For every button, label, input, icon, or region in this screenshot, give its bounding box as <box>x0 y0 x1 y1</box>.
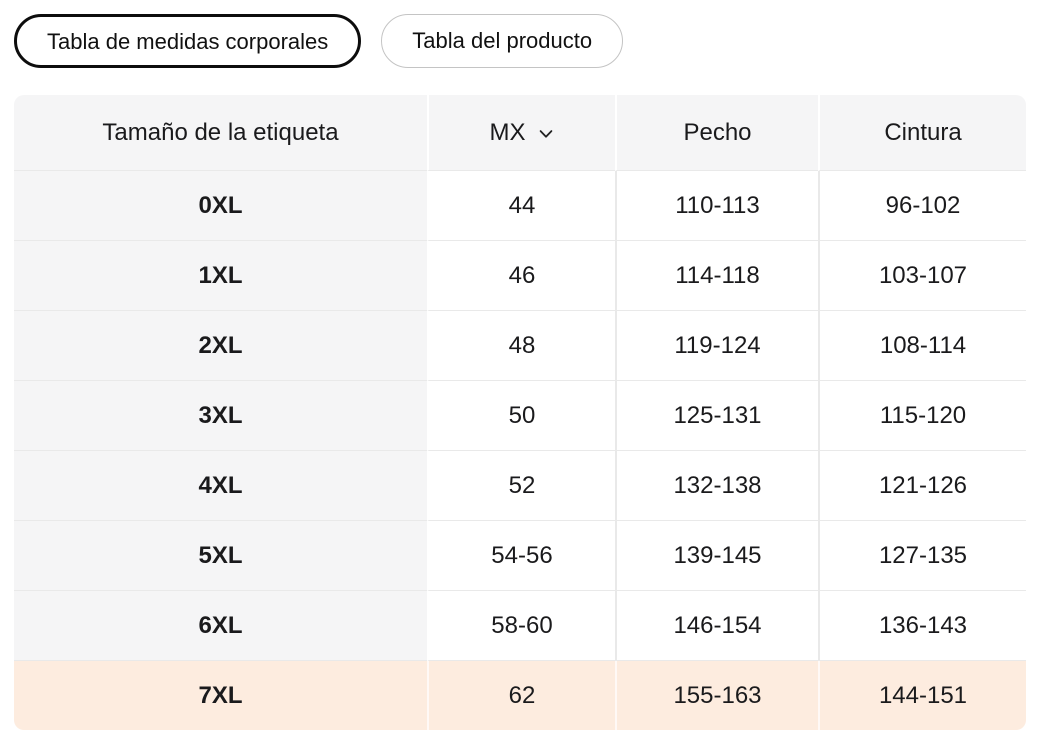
table-body: 0XL 44 110-113 96-102 1XL 46 114-118 103… <box>14 171 1026 730</box>
tab-body-measurements[interactable]: Tabla de medidas corporales <box>14 14 362 68</box>
mx-value-cell: 62 <box>427 661 615 730</box>
mx-value-cell: 54-56 <box>427 521 615 591</box>
size-table: Tamaño de la etiqueta MX Pecho Cintura 0… <box>14 95 1026 730</box>
col-header-size-label: Tamaño de la etiqueta <box>14 95 427 171</box>
table-row[interactable]: 6XL 58-60 146-154 136-143 <box>14 591 1026 661</box>
cintura-value-cell: 144-151 <box>818 661 1026 730</box>
mx-value-cell: 44 <box>427 171 615 241</box>
header-row: Tamaño de la etiqueta MX Pecho Cintura <box>14 95 1026 171</box>
size-label-cell: 2XL <box>14 311 427 381</box>
size-label-cell: 3XL <box>14 381 427 451</box>
size-label-cell: 5XL <box>14 521 427 591</box>
pecho-value-cell: 132-138 <box>615 451 818 521</box>
cintura-value-cell: 96-102 <box>818 171 1026 241</box>
table-row[interactable]: 5XL 54-56 139-145 127-135 <box>14 521 1026 591</box>
col-header-cintura: Cintura <box>818 95 1026 171</box>
size-label-cell: 0XL <box>14 171 427 241</box>
table-row[interactable]: 2XL 48 119-124 108-114 <box>14 311 1026 381</box>
pecho-value-cell: 155-163 <box>615 661 818 730</box>
pecho-value-cell: 125-131 <box>615 381 818 451</box>
table-row[interactable]: 7XL 62 155-163 144-151 <box>14 661 1026 730</box>
cintura-value-cell: 121-126 <box>818 451 1026 521</box>
cintura-value-cell: 136-143 <box>818 591 1026 661</box>
chevron-down-icon <box>539 130 552 138</box>
table-row[interactable]: 3XL 50 125-131 115-120 <box>14 381 1026 451</box>
table-row[interactable]: 1XL 46 114-118 103-107 <box>14 241 1026 311</box>
table-row[interactable]: 4XL 52 132-138 121-126 <box>14 451 1026 521</box>
pecho-value-cell: 110-113 <box>615 171 818 241</box>
cintura-value-cell: 127-135 <box>818 521 1026 591</box>
pecho-value-cell: 119-124 <box>615 311 818 381</box>
unit-selector-value[interactable]: MX <box>489 118 526 146</box>
size-label-cell: 6XL <box>14 591 427 661</box>
table-row[interactable]: 0XL 44 110-113 96-102 <box>14 171 1026 241</box>
cintura-value-cell: 103-107 <box>818 241 1026 311</box>
pecho-value-cell: 146-154 <box>615 591 818 661</box>
mx-value-cell: 46 <box>427 241 615 311</box>
mx-value-cell: 50 <box>427 381 615 451</box>
pecho-value-cell: 139-145 <box>615 521 818 591</box>
cintura-value-cell: 115-120 <box>818 381 1026 451</box>
size-table-container: Tamaño de la etiqueta MX Pecho Cintura 0… <box>14 95 1026 730</box>
mx-value-cell: 48 <box>427 311 615 381</box>
mx-value-cell: 52 <box>427 451 615 521</box>
size-label-cell: 1XL <box>14 241 427 311</box>
tab-bar: Tabla de medidas corporales Tabla del pr… <box>14 14 1026 68</box>
col-header-unit[interactable]: MX <box>427 95 615 171</box>
tab-product-measurements[interactable]: Tabla del producto <box>381 14 624 68</box>
size-label-cell: 4XL <box>14 451 427 521</box>
mx-value-cell: 58-60 <box>427 591 615 661</box>
unit-selector[interactable]: MX <box>490 119 555 147</box>
col-header-pecho: Pecho <box>615 95 818 171</box>
pecho-value-cell: 114-118 <box>615 241 818 311</box>
cintura-value-cell: 108-114 <box>818 311 1026 381</box>
size-label-cell: 7XL <box>14 661 427 730</box>
